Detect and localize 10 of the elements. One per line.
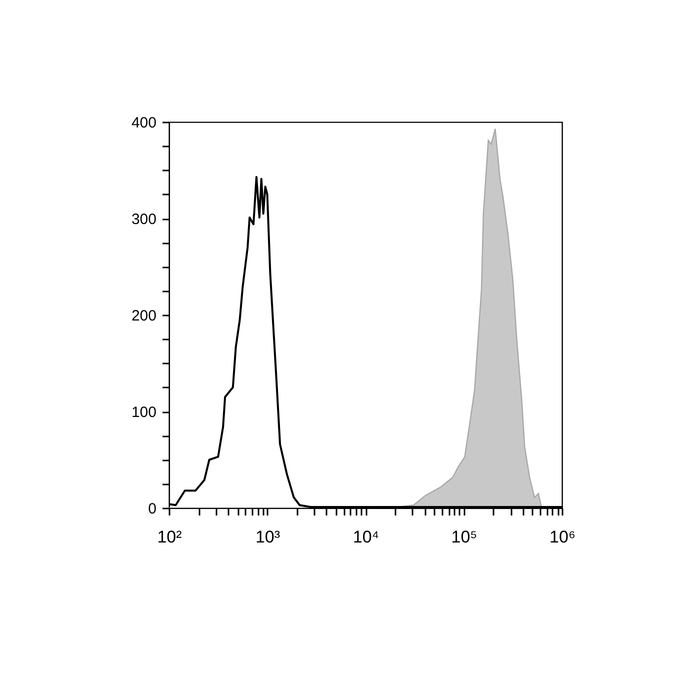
x-tick-label: 10⁶ — [550, 528, 576, 546]
y-tick-label: 0 — [148, 500, 156, 518]
y-tick-label: 300 — [131, 211, 156, 228]
x-tick-label: 10⁵ — [451, 528, 478, 546]
y-tick-label: 400 — [131, 114, 156, 132]
x-tick-label: 10² — [157, 528, 182, 546]
y-tick-label: 200 — [131, 308, 156, 324]
y-tick-label: 100 — [131, 404, 156, 421]
x-tick-label: 10⁴ — [352, 528, 380, 546]
x-tick-label: 10³ — [255, 528, 280, 546]
